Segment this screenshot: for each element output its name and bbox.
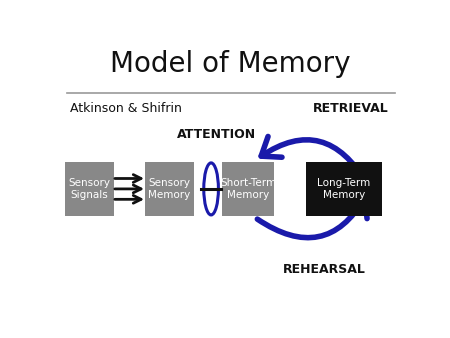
Text: Short-Term
Memory: Short-Term Memory [220, 178, 276, 200]
Text: ATTENTION: ATTENTION [177, 128, 256, 141]
Text: RETRIEVAL: RETRIEVAL [313, 102, 389, 115]
Text: Model of Memory: Model of Memory [110, 50, 351, 78]
FancyArrowPatch shape [257, 198, 367, 238]
FancyBboxPatch shape [145, 162, 194, 216]
Text: Long-Term
Memory: Long-Term Memory [317, 178, 371, 200]
FancyBboxPatch shape [222, 162, 274, 216]
FancyArrowPatch shape [261, 137, 367, 184]
Text: REHEARSAL: REHEARSAL [284, 263, 366, 276]
Ellipse shape [204, 163, 218, 215]
FancyBboxPatch shape [306, 162, 382, 216]
Text: Sensory
Signals: Sensory Signals [68, 178, 110, 200]
Text: Atkinson & Shifrin: Atkinson & Shifrin [70, 102, 182, 115]
FancyBboxPatch shape [65, 162, 114, 216]
Text: Sensory
Memory: Sensory Memory [148, 178, 191, 200]
